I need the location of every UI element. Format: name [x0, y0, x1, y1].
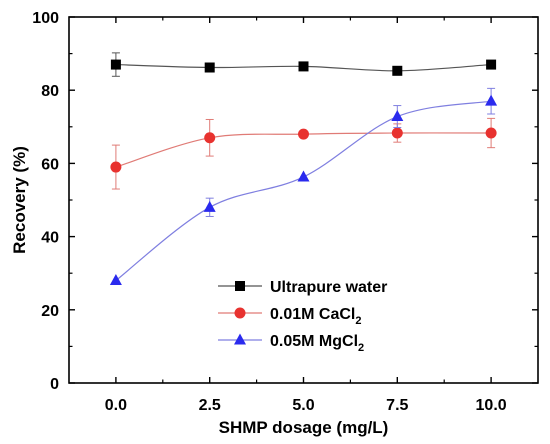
y-axis-title: Recovery (%): [10, 146, 29, 254]
x-tick-label: 7.5: [386, 397, 408, 414]
data-point: [109, 274, 122, 286]
legend-label-subscript: 2: [355, 315, 361, 327]
y-tick-label: 60: [41, 156, 59, 173]
data-point: [297, 170, 310, 182]
legend-label-subscript: 2: [358, 342, 364, 354]
y-tick-label: 100: [32, 10, 59, 27]
data-point: [485, 94, 498, 106]
x-tick-label: 10.0: [476, 397, 507, 414]
legend-label-text: 0.01M CaCl: [270, 306, 355, 323]
legend-label-text: 0.05M MgCl: [270, 333, 358, 350]
series-0: [110, 52, 497, 77]
ticks-layer: 0.0 2.5 5.0 7.5 10.0 0 20 40 60 80 100: [32, 10, 538, 414]
data-point: [298, 61, 309, 72]
legend-label: Ultrapure water: [270, 279, 387, 296]
y-tick-label: 0: [50, 376, 59, 393]
data-point: [110, 59, 121, 70]
data-point: [298, 128, 309, 140]
legend-marker: [235, 281, 245, 291]
series-line: [115, 100, 492, 281]
data-point: [391, 127, 403, 139]
data-point: [392, 65, 403, 76]
legend-label-text: Ultrapure water: [270, 279, 387, 296]
data-point: [203, 200, 216, 212]
legend-label: 0.01M CaCl2: [270, 306, 362, 327]
data-point: [486, 59, 497, 70]
y-tick-label: 80: [41, 83, 59, 100]
y-tick-label: 40: [41, 230, 59, 247]
data-point: [391, 110, 404, 122]
y-tick-label: 20: [41, 303, 59, 320]
data-point: [110, 161, 122, 173]
legend-marker: [234, 333, 246, 345]
x-tick-label: 2.5: [199, 397, 221, 414]
legend-marker: [234, 307, 246, 319]
data-point: [204, 62, 215, 73]
data-point: [485, 127, 497, 139]
x-tick-label: 5.0: [292, 397, 314, 414]
plot-frame: [68, 16, 539, 384]
series-layer: [109, 52, 498, 286]
data-point: [204, 132, 216, 144]
x-tick-label: 0.0: [105, 397, 127, 414]
series-2: [109, 87, 498, 286]
legend-label: 0.05M MgCl2: [270, 333, 364, 354]
x-axis-title: SHMP dosage (mg/L): [219, 418, 389, 437]
